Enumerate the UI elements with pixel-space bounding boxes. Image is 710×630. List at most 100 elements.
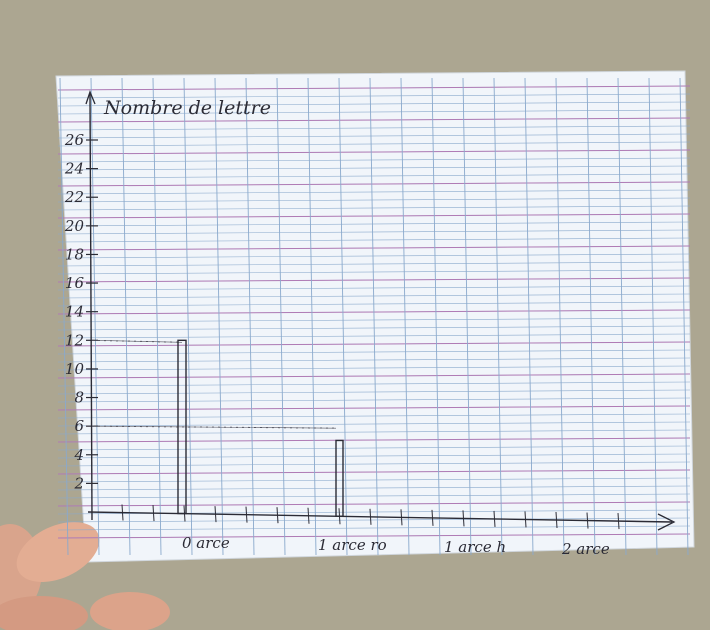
y-tick-label: 20 xyxy=(64,217,85,235)
grid-line xyxy=(57,477,691,483)
grid-line xyxy=(524,77,534,556)
grid-line xyxy=(57,525,691,531)
grid-line xyxy=(57,157,691,163)
bar xyxy=(177,339,187,515)
grid-line xyxy=(431,77,441,556)
grid-line xyxy=(57,469,691,475)
grid-line xyxy=(57,389,691,395)
grid-line xyxy=(57,205,691,211)
grid-line xyxy=(57,253,691,259)
x-tick xyxy=(369,508,372,525)
grid-line xyxy=(57,461,691,467)
grid-line xyxy=(57,485,691,491)
grid-line xyxy=(245,77,255,556)
x-tick xyxy=(400,509,403,526)
grid-line xyxy=(57,213,691,219)
paper-grid xyxy=(57,77,691,556)
y-tick-label: 2 xyxy=(73,474,84,492)
y-tick-label: 4 xyxy=(73,446,84,464)
x-tick xyxy=(524,511,527,528)
grid-line xyxy=(57,453,691,459)
grid-line xyxy=(648,77,658,556)
grid-line xyxy=(276,77,286,556)
grid-line xyxy=(586,77,596,556)
y-tick-label: 24 xyxy=(64,160,84,178)
grid-line xyxy=(57,533,691,539)
grid-line xyxy=(57,269,691,275)
x-tick xyxy=(152,505,155,522)
grid-line xyxy=(57,125,691,131)
grid-line xyxy=(57,181,691,187)
grid-line xyxy=(57,373,691,379)
grid-line xyxy=(369,77,379,556)
grid-line xyxy=(57,85,691,91)
grid-line xyxy=(57,277,691,283)
grid-line xyxy=(59,77,69,556)
grid-line xyxy=(57,197,691,203)
grid-line xyxy=(555,77,565,556)
grid-line xyxy=(57,341,691,347)
grid-line xyxy=(183,77,193,556)
y-tick-label: 26 xyxy=(64,131,85,149)
grid-line xyxy=(338,77,348,556)
grid-line xyxy=(400,77,410,556)
x-tick xyxy=(493,510,496,527)
grid-line xyxy=(57,149,691,155)
y-axis-title: Nombre de lettre xyxy=(103,97,271,119)
category-label: 0 arce xyxy=(182,534,230,552)
grid-line xyxy=(57,237,691,243)
grid-line xyxy=(57,117,691,123)
grid-line xyxy=(57,101,691,107)
grid-line xyxy=(307,77,317,556)
grid-line xyxy=(679,77,689,556)
grid-line xyxy=(57,261,691,267)
category-label: 1 arce h xyxy=(444,538,506,556)
y-tick-label: 18 xyxy=(65,245,84,263)
grid-line xyxy=(57,517,691,523)
grid-line xyxy=(57,445,691,451)
grid-line xyxy=(214,77,224,556)
y-tick-label: 8 xyxy=(74,389,84,407)
grid-line xyxy=(57,221,691,227)
grid-line xyxy=(462,77,472,556)
y-axis-line xyxy=(89,93,93,521)
x-tick xyxy=(276,507,279,524)
x-tick xyxy=(307,507,310,524)
reference-line xyxy=(91,425,337,429)
x-axis xyxy=(87,504,676,531)
category-label: 2 arce xyxy=(561,540,610,558)
x-tick xyxy=(245,506,248,523)
grid-line xyxy=(57,365,691,371)
y-tick-label: 6 xyxy=(74,417,84,435)
grid-line xyxy=(57,285,691,291)
x-axis-arrow xyxy=(657,513,676,531)
x-tick xyxy=(121,504,124,521)
grid-line xyxy=(121,77,131,556)
y-tick-label: 16 xyxy=(65,274,85,292)
grid-line xyxy=(57,357,691,363)
grid-line xyxy=(57,109,691,115)
y-tick-label: 10 xyxy=(65,360,85,378)
x-axis-line xyxy=(87,511,673,523)
x-tick xyxy=(617,513,620,530)
grid-line xyxy=(57,93,691,99)
grid-line xyxy=(57,189,691,195)
grid-line xyxy=(57,397,691,403)
category-label: 1 arce ro xyxy=(318,536,387,554)
x-tick xyxy=(214,506,217,523)
category-labels: 0 arce 1 arce ro 1 arce h 2 arce xyxy=(182,534,610,558)
grid-line xyxy=(152,77,162,556)
y-tick-label: 14 xyxy=(65,303,84,321)
grid-line xyxy=(57,141,691,147)
grid-line xyxy=(57,229,691,235)
y-axis-arrow xyxy=(85,90,96,105)
y-tick-label: 12 xyxy=(65,331,84,349)
hand-fingers xyxy=(0,521,170,630)
grid-line xyxy=(57,501,691,507)
grid-line xyxy=(57,429,691,435)
grid-line xyxy=(57,381,691,387)
grid-line xyxy=(57,437,691,443)
grid-line xyxy=(57,421,691,427)
